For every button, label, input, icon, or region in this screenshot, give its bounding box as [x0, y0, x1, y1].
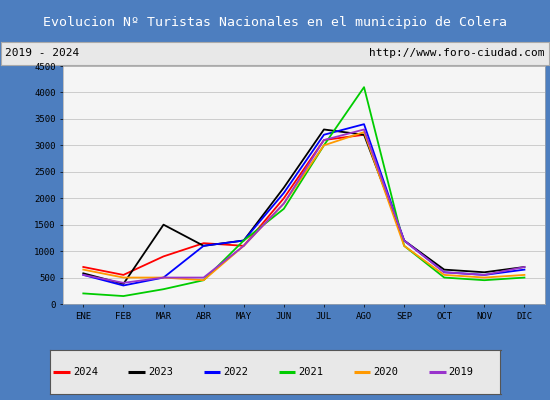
Text: 2022: 2022: [223, 367, 248, 377]
Text: 2019: 2019: [449, 367, 474, 377]
Text: 2023: 2023: [148, 367, 173, 377]
Text: 2021: 2021: [298, 367, 323, 377]
Text: 2024: 2024: [73, 367, 98, 377]
Text: 2019 - 2024: 2019 - 2024: [6, 48, 80, 58]
Text: 2020: 2020: [373, 367, 398, 377]
Text: Evolucion Nº Turistas Nacionales en el municipio de Colera: Evolucion Nº Turistas Nacionales en el m…: [43, 16, 507, 29]
Text: http://www.foro-ciudad.com: http://www.foro-ciudad.com: [369, 48, 544, 58]
